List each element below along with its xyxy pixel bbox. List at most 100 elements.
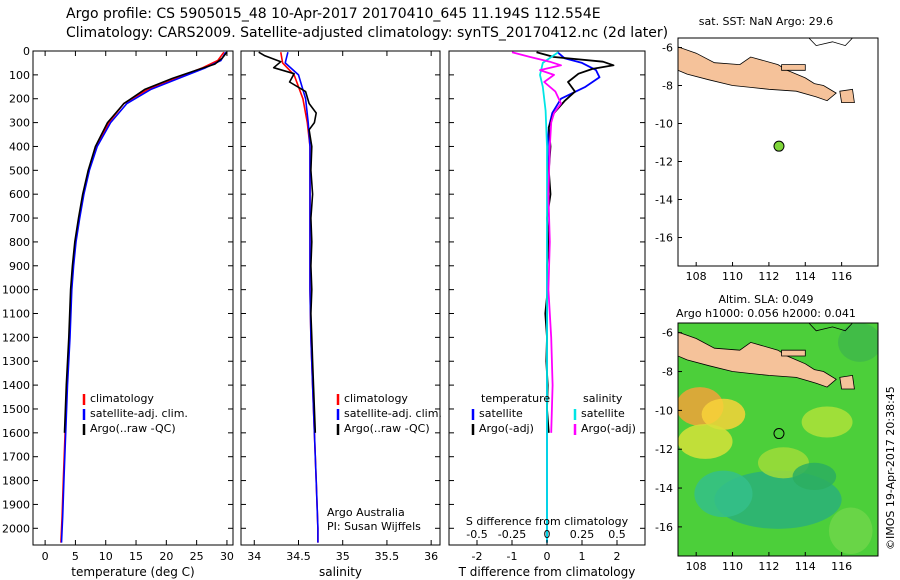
map-lon-label: 114	[795, 560, 816, 573]
temperature-series-line	[63, 51, 228, 433]
sla-anomaly-patch	[792, 462, 837, 490]
temperature-panel: 0100200300400500600700800900100011001200…	[2, 45, 234, 579]
map-lat-label: -14	[655, 482, 673, 495]
depth-tick-label: 1000	[2, 284, 30, 297]
temperature-tick-label: 0	[42, 550, 49, 563]
temperature-plot-frame	[32, 50, 234, 546]
temperature-series-line	[60, 51, 225, 543]
tdiff-tick-label: -1	[507, 550, 518, 563]
depth-tick-label: 0	[23, 45, 30, 58]
difference-series-line	[536, 51, 615, 433]
map-lon-label: 112	[758, 270, 779, 283]
figure-title-line2: Climatology: CARS2009. Satellite-adjuste…	[66, 25, 669, 41]
difference-series-line	[546, 51, 601, 543]
depth-tick-label: 1300	[2, 355, 30, 368]
map-lat-label: -8	[662, 366, 673, 379]
legend-label: Argo(-adj)	[479, 422, 534, 435]
depth-tick-label: 1600	[2, 427, 30, 440]
sla-anomaly-patch	[838, 323, 878, 362]
madura-island-land	[781, 64, 806, 71]
depth-tick-label: 700	[9, 212, 30, 225]
madura-island-land	[781, 349, 806, 357]
legend-label: climatology	[90, 392, 154, 405]
salinity-plot-frame	[240, 50, 441, 546]
figure-title-line1: Argo profile: CS 5905015_48 10-Apr-2017 …	[66, 6, 601, 22]
depth-tick-label: 1900	[2, 498, 30, 511]
map-lat-label: -6	[662, 327, 673, 340]
map-lat-label: -16	[655, 232, 673, 245]
sla-anomaly-patch	[801, 406, 853, 438]
lombok-island-land	[839, 88, 855, 103]
tdiff-tick-label: 1	[579, 550, 586, 563]
map-contents	[678, 323, 878, 556]
sla-map-frame	[677, 322, 879, 557]
depth-tick-label: 1700	[2, 451, 30, 464]
map-lat-label: -10	[655, 404, 673, 417]
temperature-axis-label: temperature (deg C)	[71, 565, 194, 579]
map-lon-label: 116	[831, 270, 852, 283]
depth-tick-label: 300	[9, 117, 30, 130]
difference-series-line	[539, 51, 559, 543]
map-lon-label: 110	[722, 560, 743, 573]
map-lat-label: -16	[655, 521, 673, 534]
temperature-tick-label: 25	[190, 550, 204, 563]
legend-label: satellite	[581, 407, 625, 420]
salinity-series-line	[284, 52, 319, 543]
lombok-island-land	[839, 374, 855, 390]
legend-label: satellite	[479, 407, 523, 420]
sdiff-tick-label: -0.5	[466, 528, 487, 541]
map-lat-label: -6	[662, 42, 673, 55]
temperature-tick-label: 15	[129, 550, 143, 563]
kalimantan-coastline	[808, 38, 853, 47]
depth-tick-label: 100	[9, 69, 30, 82]
sdiff-tick-label: 0.5	[608, 528, 626, 541]
depth-tick-label: 1500	[2, 403, 30, 416]
map-lon-label: 110	[722, 270, 743, 283]
map-lat-label: -12	[655, 156, 673, 169]
sla-anomaly-patch	[828, 507, 873, 555]
java-island-land	[678, 46, 837, 102]
temperature-tick-label: 5	[72, 550, 79, 563]
tdiff-tick-label: 2	[614, 550, 621, 563]
sla-anomaly-patch	[701, 398, 746, 430]
difference-panel: -2 -1 0 1 2 -0.5 -0.25 0 0.25 0.5S difference fro…	[448, 50, 646, 579]
legend-label: satellite-adj. clim.	[344, 407, 442, 420]
map-lat-label: -12	[655, 443, 673, 456]
map-lon-label: 108	[686, 270, 707, 283]
argo-float-marker	[773, 428, 785, 440]
sst-map-frame	[677, 37, 879, 267]
depth-tick-label: 600	[9, 188, 30, 201]
legend-title-temperature: temperature	[481, 392, 550, 405]
imos-timestamp: ©IMOS 19-Apr-2017 20:38:45	[884, 386, 897, 550]
map-lon-label: 116	[831, 560, 852, 573]
sdiff-tick-label: 0.25	[570, 528, 595, 541]
legend-label: Argo(..raw -QC)	[90, 422, 176, 435]
difference-series-line	[511, 51, 562, 433]
map-lat-label: -14	[655, 194, 673, 207]
depth-tick-label: 400	[9, 140, 30, 153]
legend-label: satellite-adj. clim.	[90, 407, 188, 420]
sla-map-title-line1: Altim. SLA: 0.049	[718, 293, 813, 306]
depth-tick-label: 1800	[2, 475, 30, 488]
depth-tick-label: 1100	[2, 308, 30, 321]
depth-tick-label: 1400	[2, 379, 30, 392]
depth-tick-label: 900	[9, 260, 30, 273]
kalimantan-coastline	[808, 323, 853, 332]
sla-anomaly-patch	[694, 470, 753, 518]
map-lat-label: -10	[655, 118, 673, 131]
salinity-tick-label: 36	[424, 550, 438, 563]
salinity-annotation: Argo Australia	[327, 506, 405, 519]
sdiff-axis-label: S difference from climatology	[466, 515, 629, 528]
salinity-tick-label: 35.5	[375, 550, 400, 563]
salinity-tick-label: 34	[247, 550, 261, 563]
salinity-tick-label: 34.5	[286, 550, 311, 563]
depth-tick-label: 1200	[2, 331, 30, 344]
sst-map-title: sat. SST: NaN Argo: 29.6	[699, 15, 833, 28]
temperature-series-line	[60, 51, 227, 543]
map-contents	[678, 38, 855, 103]
tdiff-tick-label: 0	[544, 550, 551, 563]
legend-label: Argo(-adj)	[581, 422, 636, 435]
map-lon-label: 112	[758, 560, 779, 573]
temperature-tick-label: 20	[159, 550, 173, 563]
